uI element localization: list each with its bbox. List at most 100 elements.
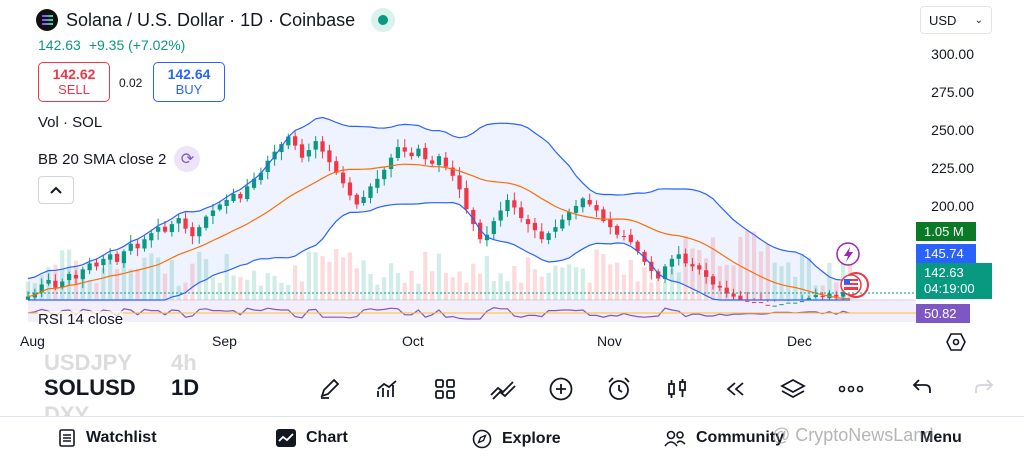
bottom-navigation: Watchlist Chart Explore Community Menu xyxy=(0,416,1024,461)
draw-tool-button[interactable] xyxy=(300,372,358,406)
candle xyxy=(306,143,311,162)
candle xyxy=(197,224,202,244)
x-axis-tick: Nov xyxy=(597,333,622,349)
volume-bar xyxy=(327,261,332,300)
candle xyxy=(73,270,79,285)
current-timeframe[interactable]: 1D xyxy=(171,375,200,400)
volume-bar xyxy=(498,273,503,300)
candle xyxy=(375,170,380,194)
volume-bar xyxy=(306,251,311,300)
rsi-legend[interactable]: RSI 14 close xyxy=(38,311,124,328)
nav-community[interactable]: Community xyxy=(664,429,784,447)
candle xyxy=(580,196,585,213)
volume-bar xyxy=(512,265,517,300)
volume-bar xyxy=(601,254,606,300)
flag-badge-icon[interactable] xyxy=(840,272,869,298)
y-axis-tick: 275.00 xyxy=(931,84,974,100)
candle xyxy=(614,224,620,239)
prev-symbol-name: USDJPY xyxy=(44,350,133,375)
collapse-legend-button[interactable] xyxy=(38,176,74,204)
last-price-tag-value: 142.63 xyxy=(924,265,964,280)
nav-chart[interactable]: Chart xyxy=(276,429,348,447)
add-button[interactable] xyxy=(532,372,590,406)
volume-bar xyxy=(156,257,161,300)
alert-button[interactable] xyxy=(590,372,648,406)
volume-bar xyxy=(614,262,620,300)
refresh-icon[interactable]: ⟳ xyxy=(174,146,201,172)
volume-bar xyxy=(340,257,346,300)
nav-watchlist[interactable]: Watchlist xyxy=(58,429,157,447)
layout-button[interactable] xyxy=(416,372,474,406)
candle xyxy=(423,142,428,165)
candle xyxy=(553,219,558,238)
market-status-icon[interactable] xyxy=(371,8,396,32)
candle xyxy=(279,141,284,161)
candle xyxy=(628,228,633,245)
compare-button[interactable] xyxy=(474,372,532,406)
nav-watchlist-label: Watchlist xyxy=(86,429,157,446)
candle xyxy=(293,131,298,150)
chart-settings-icon[interactable] xyxy=(944,332,968,352)
volume-bar xyxy=(642,267,647,300)
volume-bar xyxy=(251,270,257,300)
candle xyxy=(662,264,668,283)
buy-label: BUY xyxy=(175,82,203,97)
volume-bar xyxy=(238,277,243,300)
redo-button[interactable] xyxy=(972,374,996,403)
candle xyxy=(717,281,722,292)
rsi-pane-bg xyxy=(28,300,916,322)
volume-bar xyxy=(293,265,298,300)
candle xyxy=(121,249,127,268)
candle xyxy=(94,258,99,271)
community-icon xyxy=(664,430,686,447)
nav-menu[interactable]: Menu xyxy=(920,429,962,447)
candle xyxy=(512,192,517,215)
y-axis-tick: 300.00 xyxy=(931,46,974,62)
bollinger-legend[interactable]: BB 20 SMA close 2 ⟳ xyxy=(38,146,201,172)
candle xyxy=(820,292,825,300)
current-symbol[interactable]: SOLUSD xyxy=(44,375,136,400)
buy-button[interactable]: 142.64 BUY xyxy=(153,62,225,102)
volume-bar xyxy=(662,282,668,300)
volume-bar xyxy=(347,252,353,300)
indicators-button[interactable] xyxy=(358,372,416,406)
more-button[interactable] xyxy=(822,372,880,406)
currency-select[interactable]: USD ⌄ xyxy=(920,6,992,34)
volume-bar xyxy=(409,270,414,300)
volume-bar xyxy=(519,282,524,300)
buy-price: 142.64 xyxy=(167,66,211,82)
prev-symbol-tf: 4h xyxy=(171,350,197,375)
volume-bar xyxy=(197,251,202,300)
volume-bar xyxy=(354,268,359,300)
lightning-badge-icon[interactable] xyxy=(836,242,860,266)
replay-button[interactable] xyxy=(706,372,764,406)
rsi-value-tag: 50.82 xyxy=(916,304,970,323)
nav-explore[interactable]: Explore xyxy=(472,429,561,449)
volume-bar xyxy=(683,236,688,300)
candle xyxy=(409,147,414,160)
candle xyxy=(299,138,305,163)
next-symbol[interactable]: DXY1W xyxy=(44,402,89,416)
candle xyxy=(395,139,401,161)
candle xyxy=(710,273,716,290)
volume-bar xyxy=(121,260,127,300)
volume-legend[interactable]: Vol · SOL xyxy=(38,114,103,131)
rsi-line xyxy=(27,306,851,320)
symbol-header[interactable]: Solana / U.S. Dollar · 1D · Coinbase xyxy=(36,8,396,32)
undo-button[interactable] xyxy=(910,374,934,403)
volume-bar xyxy=(87,280,92,300)
chart-type-button[interactable] xyxy=(648,372,706,406)
prev-symbol[interactable]: USDJPY 4h xyxy=(44,350,197,376)
sell-button[interactable]: 142.62 SELL xyxy=(38,62,110,102)
candle xyxy=(608,211,613,235)
volume-bar xyxy=(669,268,675,300)
candle xyxy=(573,200,579,220)
candle xyxy=(361,190,366,206)
candles xyxy=(25,131,853,307)
layers-button[interactable] xyxy=(764,372,822,406)
volume-bar xyxy=(532,269,538,300)
volume-bar xyxy=(395,272,401,300)
volume-bar xyxy=(628,260,633,300)
pencil-icon xyxy=(320,378,340,399)
